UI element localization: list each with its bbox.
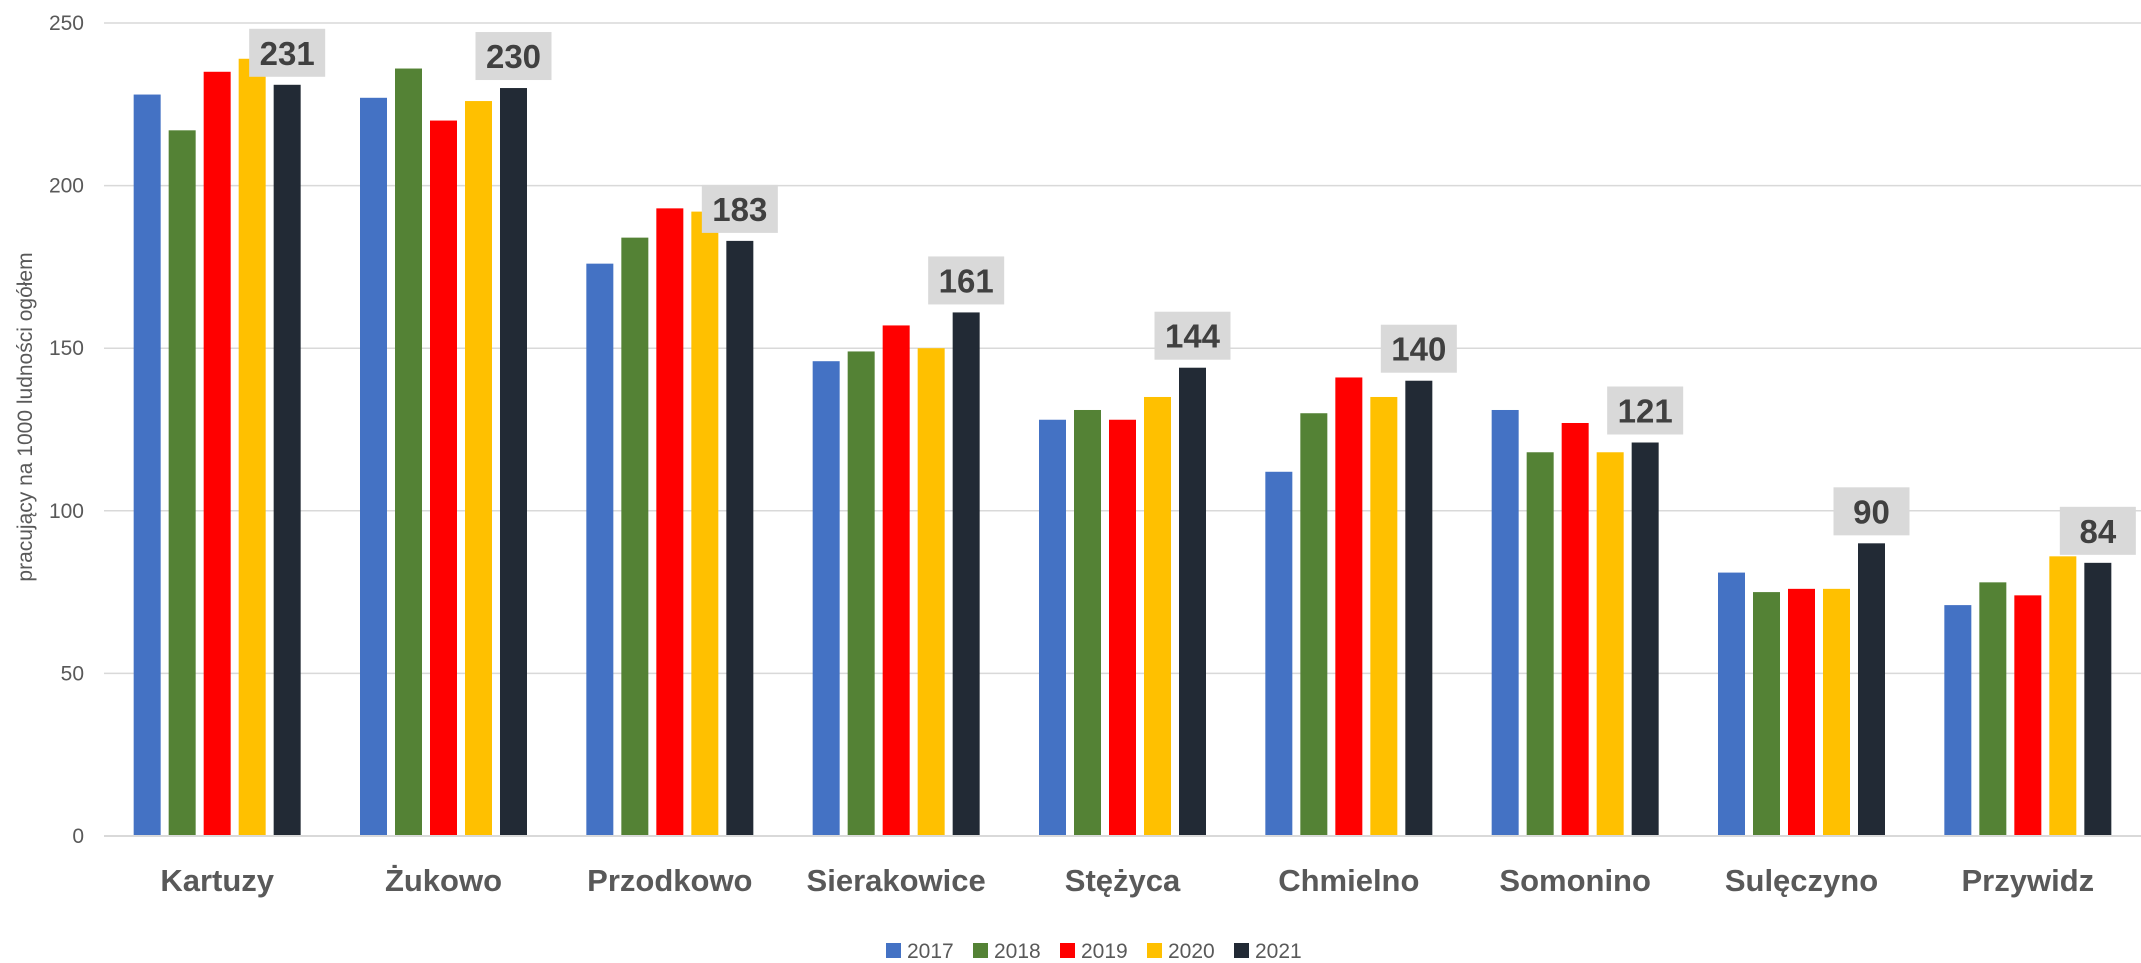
bar-2020	[1370, 396, 1398, 836]
bar-2017	[360, 97, 387, 836]
bar-2018	[621, 237, 649, 836]
category-label: Sulęczyno	[1725, 863, 1878, 898]
data-label: 231	[260, 35, 315, 72]
legend-swatch-2020	[1147, 943, 1162, 958]
bar-2017	[1265, 471, 1293, 836]
bar-2018	[1753, 592, 1780, 836]
data-labels: 231 230 183 161 144 140 121 90 84	[249, 28, 2136, 555]
bar-2019	[656, 208, 684, 836]
data-label: 90	[1853, 493, 1890, 530]
bar-2021	[726, 240, 754, 836]
y-axis-label: pracujący na 1000 ludności ogółem	[14, 252, 37, 581]
bar-2020	[1596, 452, 1624, 836]
category-label: Stężyca	[1065, 863, 1181, 898]
bar-2019	[1788, 588, 1815, 836]
data-label: 183	[712, 191, 767, 228]
bar-2017	[812, 361, 840, 836]
data-label-box	[1380, 324, 1457, 373]
data-label: 140	[1391, 331, 1446, 368]
bar-2019	[1561, 422, 1589, 836]
data-label-box	[2059, 506, 2136, 555]
category-label: Somonino	[1499, 863, 1651, 898]
data-label: 84	[2079, 513, 2116, 550]
category-label: Przywidz	[1962, 863, 2095, 898]
bar-2020	[238, 58, 266, 837]
bar-2021	[500, 88, 527, 837]
bar-2017	[1944, 605, 1972, 836]
category-label: Żukowo	[385, 863, 502, 898]
data-label-box	[249, 28, 326, 77]
bar-2021	[1405, 380, 1433, 836]
data-label-box	[1154, 311, 1231, 360]
bar-2019	[430, 120, 457, 836]
bar-2019	[1335, 377, 1363, 836]
bar-2019	[2014, 595, 2042, 836]
y-tick-label: 0	[72, 825, 84, 848]
data-label-box	[1833, 487, 1910, 536]
legend-label-2019: 2019	[1081, 940, 1128, 963]
bars	[133, 58, 2112, 837]
y-axis-ticks: 0 50 100 150 200 250	[49, 12, 84, 848]
bar-2018	[847, 351, 875, 836]
data-label-box	[701, 184, 778, 233]
bar-2018	[168, 130, 196, 837]
bar-2019	[203, 71, 231, 836]
legend-swatch-2017	[886, 943, 901, 958]
data-label-box	[475, 32, 552, 81]
bar-2021	[1858, 543, 1885, 836]
category-label: Sierakowice	[807, 863, 986, 898]
category-label: Przodkowo	[587, 863, 752, 898]
category-label: Chmielno	[1278, 863, 1419, 898]
bar-2018	[1979, 582, 2007, 836]
x-axis-categories: Kartuzy Żukowo Przodkowo Sierakowice Stężyca…	[160, 863, 2094, 898]
bar-2020	[465, 101, 492, 837]
legend-label-2017: 2017	[907, 940, 954, 963]
bar-2020	[2049, 556, 2077, 836]
category-label: Kartuzy	[160, 863, 274, 898]
legend: 2017 2018 2019 2020 2021	[886, 940, 1302, 963]
bar-2021	[273, 84, 301, 836]
bar-2020	[1144, 396, 1171, 836]
y-tick-label: 250	[49, 12, 84, 35]
data-label-box	[1607, 386, 1684, 435]
bar-2018	[1074, 409, 1101, 836]
data-label-box	[928, 256, 1005, 305]
data-label: 144	[1165, 318, 1221, 355]
y-tick-label: 200	[49, 175, 84, 198]
legend-swatch-2019	[1060, 943, 1075, 958]
data-label: 230	[486, 38, 541, 75]
bar-2021	[952, 312, 980, 837]
y-tick-label: 50	[61, 662, 84, 685]
legend-label-2021: 2021	[1255, 940, 1302, 963]
bar-2017	[586, 263, 614, 836]
data-label: 121	[1618, 393, 1673, 430]
bar-2021	[1179, 367, 1206, 836]
bar-2018	[1526, 452, 1554, 836]
bar-2020	[691, 211, 719, 837]
y-tick-label: 150	[49, 337, 84, 360]
bar-2021	[2084, 562, 2112, 836]
bar-2020	[917, 348, 945, 836]
bar-2020	[1823, 588, 1850, 836]
bar-2017	[1718, 572, 1745, 836]
bar-2018	[395, 68, 422, 836]
legend-swatch-2021	[1234, 943, 1249, 958]
bar-2019	[1109, 419, 1136, 836]
legend-label-2018: 2018	[994, 940, 1041, 963]
bar-2018	[1300, 413, 1328, 836]
legend-label-2020: 2020	[1168, 940, 1215, 963]
legend-swatch-2018	[973, 943, 988, 958]
bar-2021	[1631, 442, 1659, 836]
bar-2019	[882, 325, 910, 836]
bar-2017	[1491, 409, 1519, 836]
bar-2017	[133, 94, 161, 836]
y-tick-label: 100	[49, 500, 84, 523]
bar-2017	[1039, 419, 1066, 836]
data-label: 161	[939, 262, 994, 299]
